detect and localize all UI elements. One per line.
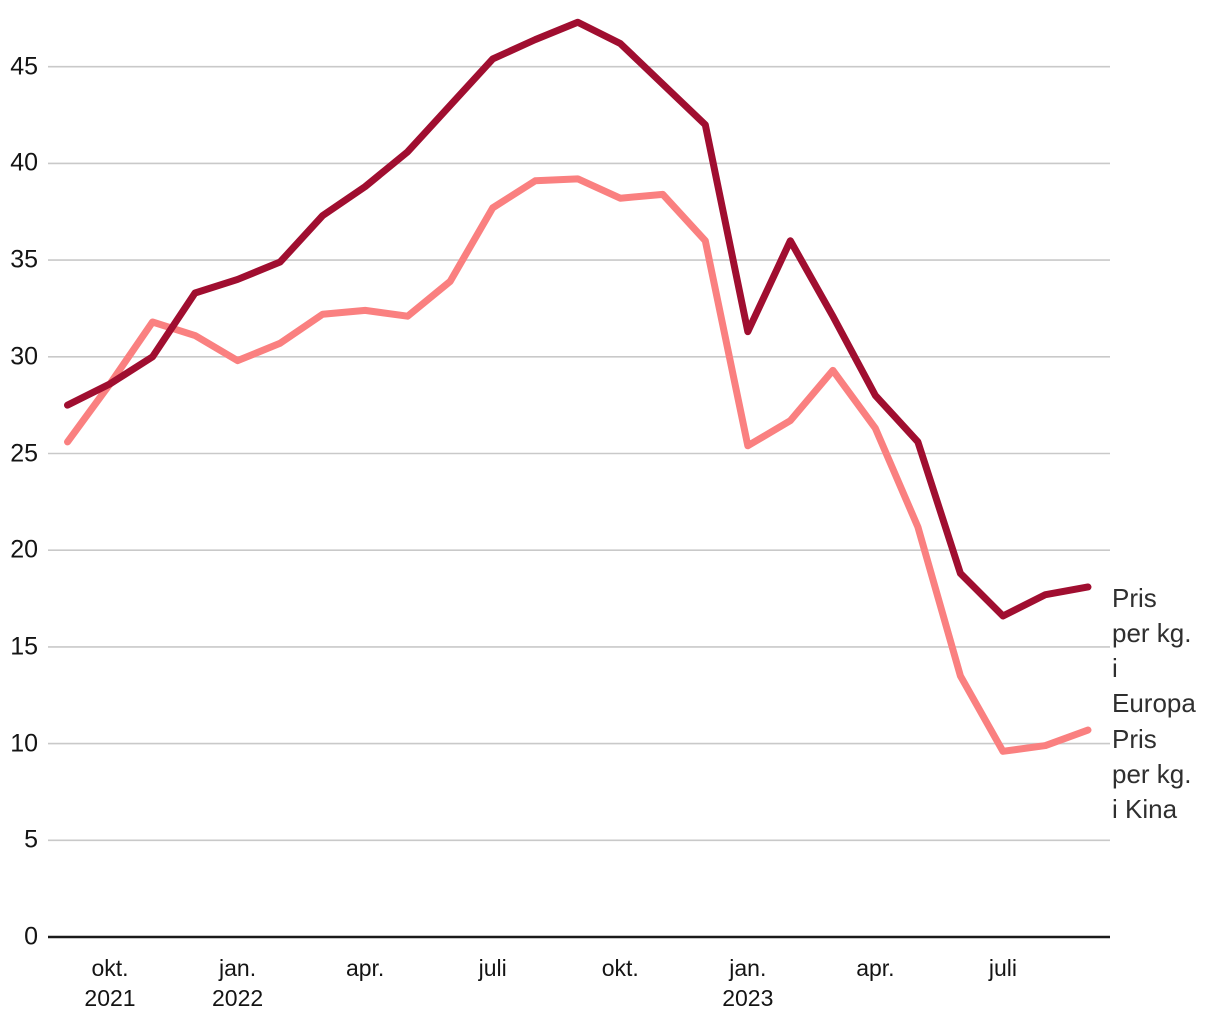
y-tick-label: 5 — [24, 825, 38, 854]
x-tick-month: juli — [988, 955, 1017, 981]
x-tick-month: juli — [478, 955, 507, 981]
y-tick-label: 10 — [10, 729, 38, 758]
x-tick-label: juli — [433, 953, 553, 983]
x-tick-label: jan. 2023 — [688, 953, 808, 1013]
x-tick-label: apr. — [815, 953, 935, 983]
y-tick-label: 40 — [10, 148, 38, 177]
x-tick-month: okt. — [601, 955, 639, 981]
series-label-kina-line: i Kina — [1112, 794, 1178, 824]
x-tick-label: juli — [943, 953, 1063, 983]
x-tick-year: 2021 — [84, 985, 136, 1011]
europa-line — [64, 18, 1092, 620]
series-label-kina-line: Pris — [1112, 724, 1157, 754]
x-tick-month: jan. — [219, 955, 257, 981]
y-tick-label: 25 — [10, 439, 38, 467]
series-label-europa-line: i — [1112, 653, 1118, 683]
y-tick-label: 30 — [10, 342, 38, 371]
x-tick-month: jan. — [729, 955, 767, 981]
kina-line — [64, 175, 1092, 755]
x-tick-month: apr. — [345, 955, 385, 981]
x-tick-month: okt. — [91, 955, 129, 981]
y-tick-label: 45 — [10, 52, 38, 81]
x-tick-label: jan. 2022 — [178, 953, 298, 1013]
series-label-europa-line: per kg. — [1112, 618, 1192, 648]
y-tick-label: 15 — [10, 632, 38, 661]
y-tick-label: 35 — [10, 245, 38, 274]
x-tick-label: okt. — [560, 953, 680, 983]
x-tick-month: apr. — [856, 955, 895, 981]
series-label-europa-line: Europa — [1112, 688, 1196, 718]
x-tick-year: 2022 — [211, 985, 264, 1011]
x-tick-label: okt. 2021 — [50, 953, 170, 1013]
x-tick-year: 2023 — [722, 985, 774, 1011]
series-label-kina: Pris per kg. i Kina — [1112, 722, 1192, 827]
y-tick-label: 0 — [24, 922, 38, 951]
series-label-europa-line: Pris — [1112, 583, 1157, 613]
series-label-europa: Pris per kg. i Europa — [1112, 581, 1196, 721]
y-tick-label: 20 — [10, 535, 38, 564]
x-tick-label: apr. — [305, 953, 425, 983]
series-label-kina-line: per kg. — [1112, 759, 1192, 789]
